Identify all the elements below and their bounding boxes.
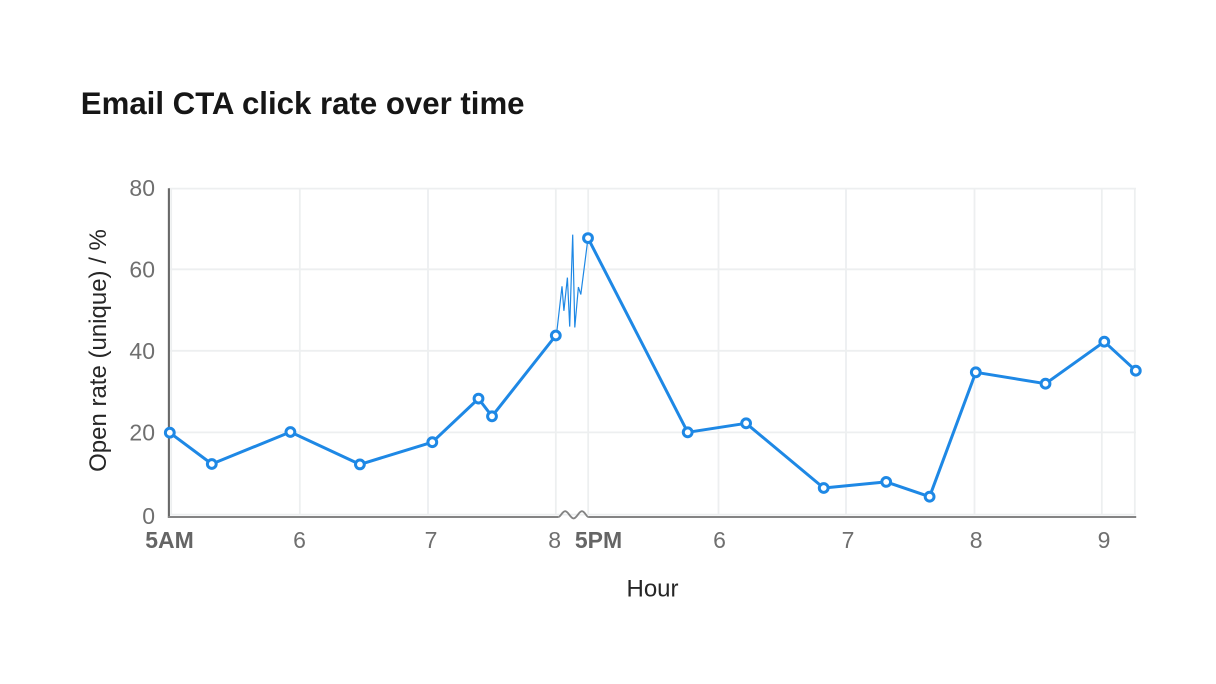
svg-text:8: 8: [548, 527, 561, 553]
svg-text:60: 60: [129, 257, 155, 283]
svg-text:Hour: Hour: [626, 576, 678, 603]
svg-text:5AM: 5AM: [145, 527, 194, 553]
svg-text:5PM: 5PM: [575, 527, 622, 553]
svg-text:9: 9: [1098, 527, 1111, 553]
svg-text:6: 6: [713, 527, 726, 553]
svg-text:Email CTA click rate over time: Email CTA click rate over time: [81, 86, 525, 121]
svg-text:Open rate (unique) / %: Open rate (unique) / %: [85, 229, 112, 472]
svg-text:7: 7: [425, 527, 438, 553]
svg-text:7: 7: [842, 527, 855, 553]
svg-text:0: 0: [142, 503, 155, 529]
svg-text:40: 40: [129, 338, 155, 364]
svg-text:20: 20: [129, 420, 155, 446]
svg-text:80: 80: [129, 175, 155, 201]
svg-text:8: 8: [970, 527, 983, 553]
svg-text:6: 6: [293, 527, 306, 553]
